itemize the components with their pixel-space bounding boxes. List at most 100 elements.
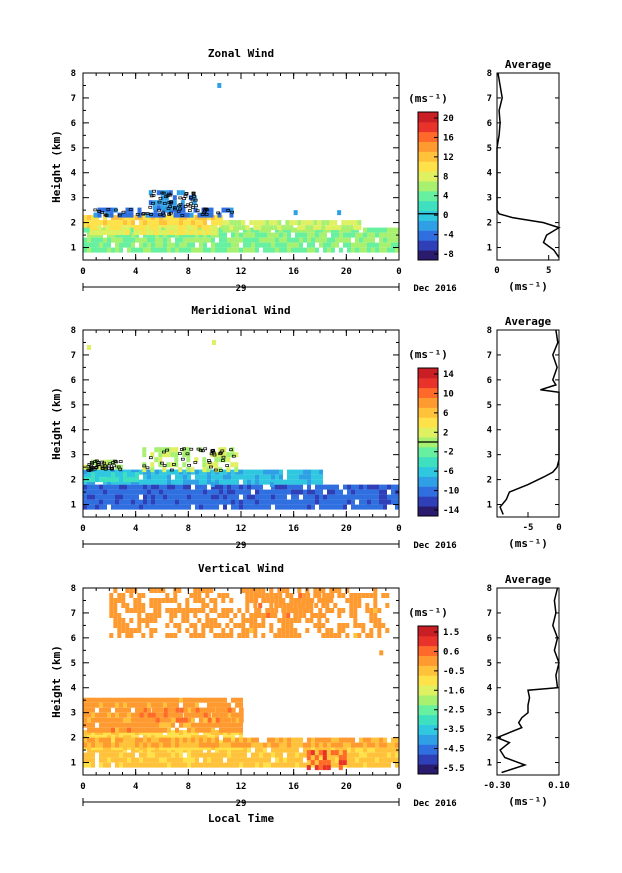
heat-cell [317,220,322,226]
heat-cell [285,593,290,598]
heat-cell [179,757,183,763]
heat-cell [267,499,271,505]
contour-mark [97,210,102,213]
heat-cell [215,702,219,708]
heat-cell [243,242,247,248]
y-tick-label: 1 [71,759,76,769]
heat-cell [207,489,211,495]
heat-cell [387,237,391,243]
heat-cell [195,479,199,485]
heat-cell [333,225,338,231]
heat-cell [219,752,223,758]
heat-cell [173,633,178,638]
heat-cell [211,697,215,703]
x-tick-label: 8 [186,782,191,792]
heat-cell [135,737,139,743]
heat-cell [156,190,161,196]
heat-cell [197,608,202,613]
heat-cell [379,737,383,743]
heat-cell [203,752,207,758]
heat-cell [247,499,251,505]
profile-title: Average [505,315,552,328]
heat-cell [218,447,223,453]
heat-cell [195,484,199,490]
heat-cell [173,212,178,218]
heat-cell [199,752,203,758]
heat-cell [207,762,211,768]
colorbar-tick-label: 0 [443,211,448,221]
heat-cell [235,697,239,703]
heat-cell [183,702,187,708]
heat-cell [235,479,239,485]
heat-cell [123,757,127,763]
heat-cell [297,598,302,603]
contour-mark [160,191,165,195]
heat-cell [383,489,387,495]
heat-cell [337,628,342,633]
heat-cell [291,484,295,490]
heat-cell [119,477,123,483]
heat-cell [383,757,387,763]
heat-cell [107,697,111,703]
heat-cell [331,762,335,768]
heat-cell [215,752,219,758]
heat-cell [215,215,219,221]
heat-cell [187,474,191,480]
heat-cell [267,232,271,238]
heat-cell [235,737,239,743]
heat-cell [275,232,279,238]
heat-cell [239,757,243,763]
heat-cell [278,593,283,598]
heat-cell [355,757,359,763]
heat-cell [207,494,211,500]
heat-cell [211,469,215,475]
heat-cell [171,762,175,768]
heat-cell [167,707,172,713]
heat-cell [135,727,139,733]
heat-cell [127,737,131,743]
y-tick-label: 1 [71,501,76,511]
heat-cell [375,747,379,753]
heat-cell [149,212,154,218]
heat-cell [131,477,135,483]
heat-cell [341,593,346,598]
heat-cell [171,247,175,253]
heat-cell [314,765,319,771]
heat-cell [162,467,167,473]
heat-cell [157,230,162,236]
heat-cell [137,618,142,623]
heat-cell [322,613,327,618]
heat-cell [119,742,123,748]
heat-cell [159,697,163,703]
heat-cell [131,494,135,500]
heat-cell [209,212,214,218]
heat-cell [245,628,250,633]
heat-cell [314,603,319,608]
heat-cell [275,762,279,768]
heat-cell [137,593,142,598]
heat-cell [159,499,163,505]
heat-cell [383,494,387,500]
heat-cell [193,628,198,633]
heat-cell [155,712,159,718]
heat-cell [163,727,167,733]
heat-cell [373,608,378,613]
heat-cell [91,722,95,728]
heat-cell [147,469,151,475]
heat-cell [241,633,246,638]
heat-cell [166,462,171,468]
heat-cell [281,628,286,633]
heat-cell [111,757,115,763]
heat-cell [183,742,187,748]
heat-cell [311,247,315,253]
colorbar-tick-label: -2 [443,448,454,458]
heat-cell [121,598,126,603]
heat-cell [243,469,247,475]
heat-cell [115,702,119,708]
heat-cell [149,598,154,603]
heat-cell [195,727,199,733]
heat-cell [239,474,243,480]
heat-cell [275,474,279,480]
heat-cell [307,499,311,505]
